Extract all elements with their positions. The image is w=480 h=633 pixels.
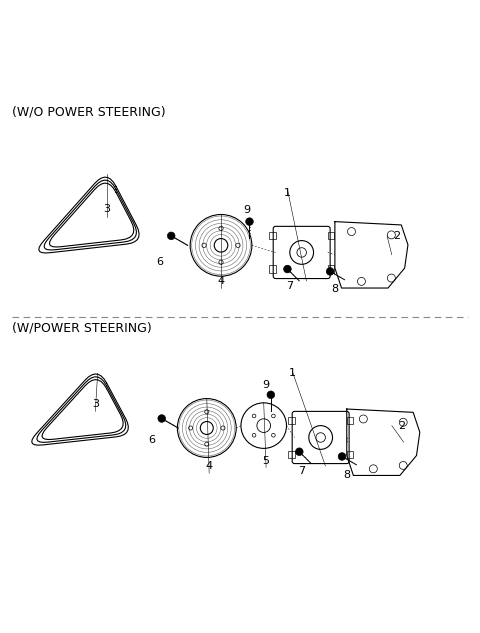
- Circle shape: [296, 448, 303, 456]
- Circle shape: [168, 232, 175, 240]
- Text: 9: 9: [263, 380, 270, 391]
- Text: 6: 6: [156, 257, 163, 267]
- Circle shape: [246, 218, 253, 225]
- Bar: [269, 232, 276, 239]
- Text: 6: 6: [149, 435, 156, 445]
- Circle shape: [338, 453, 346, 460]
- Circle shape: [267, 391, 275, 399]
- Text: 1: 1: [288, 368, 296, 379]
- Text: 4: 4: [205, 461, 213, 471]
- Circle shape: [284, 265, 291, 273]
- Text: 8: 8: [331, 284, 338, 294]
- Text: (W/POWER STEERING): (W/POWER STEERING): [12, 321, 152, 334]
- Text: 5: 5: [263, 456, 270, 466]
- Circle shape: [326, 268, 334, 275]
- Bar: [347, 417, 353, 425]
- Text: 1: 1: [284, 188, 291, 198]
- Text: 3: 3: [104, 204, 111, 215]
- Text: (W/O POWER STEERING): (W/O POWER STEERING): [12, 105, 166, 118]
- Text: 8: 8: [343, 470, 350, 480]
- Bar: [269, 265, 276, 273]
- Bar: [328, 265, 334, 273]
- Bar: [347, 451, 353, 458]
- Text: 3: 3: [92, 399, 99, 409]
- Text: 2: 2: [398, 420, 405, 430]
- Text: 9: 9: [243, 204, 251, 215]
- Text: 4: 4: [217, 275, 225, 285]
- Text: 2: 2: [393, 231, 400, 241]
- Text: 7: 7: [298, 466, 305, 475]
- Circle shape: [158, 415, 166, 422]
- Bar: [288, 417, 295, 425]
- Bar: [328, 232, 334, 239]
- Text: 7: 7: [286, 280, 293, 291]
- Bar: [288, 451, 295, 458]
